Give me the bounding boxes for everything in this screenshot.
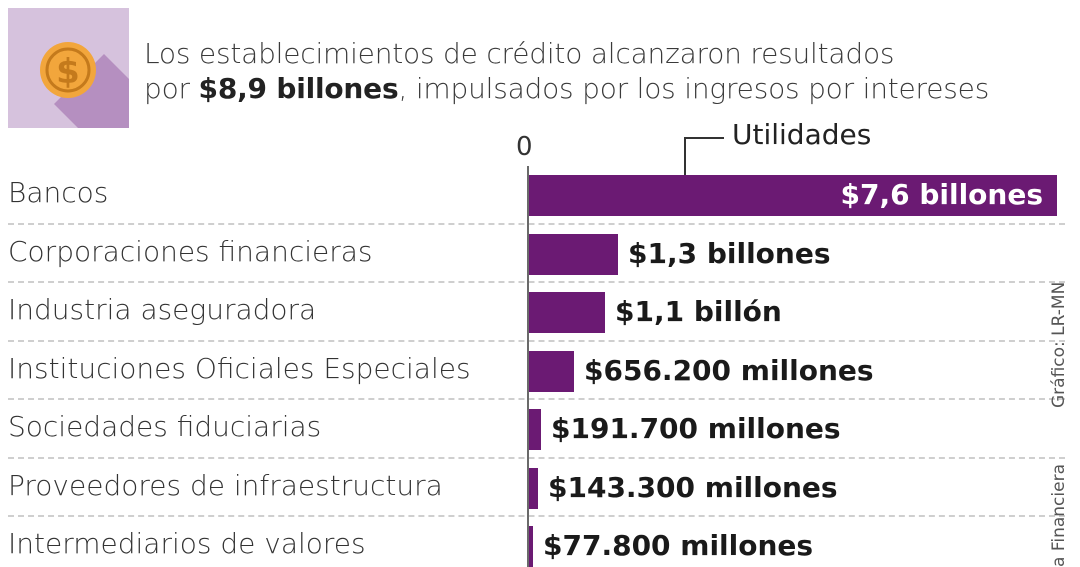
row-separator [8,281,1065,283]
coin-graphic: $ [40,42,129,128]
bar [528,175,1057,216]
bar [528,409,541,450]
value-label: $1,1 billón [615,295,782,328]
legend-leader-horizontal [684,137,724,139]
value-label: $7,6 billones [840,178,1044,211]
bar [528,467,538,509]
headline-suffix: , impulsados por los ingresos por intere… [398,72,990,105]
coin-symbol: $ [56,52,80,92]
headline-prefix: por [144,72,199,105]
value-label: $656.200 millones [584,353,874,387]
row-separator [8,339,1065,342]
legend-series-label: Utilidades [732,118,872,151]
category-label: Intermediarios de valores [8,527,366,560]
row-separator [8,515,1065,517]
value-label: $1,3 billones [628,236,831,270]
category-label: Industria aseguradora [8,293,317,326]
category-label: Instituciones Oficiales Especiales [8,351,471,385]
value-label: $143.300 millones [548,470,838,504]
dollar-coin-icon: $ [8,8,129,128]
row-separator [8,222,1065,225]
category-label: Proveedores de infraestructura [8,468,443,502]
value-label: $77.800 millones [543,529,814,562]
bar [528,233,618,275]
chart-credit: Gráfico: LR-MN [1049,281,1069,408]
headline-line-1: Los establecimientos de crédito alcanzar… [144,37,895,70]
bar [528,292,605,333]
value-label: $191.700 millones [551,412,841,445]
category-label: Sociedades fiduciarias [8,410,322,443]
headline-line-2: por $8,9 billones, impulsados por los in… [144,71,1044,106]
source-credit: a Financiera [1049,464,1069,567]
category-label: Corporaciones financieras [8,234,373,268]
zero-axis-line [527,166,529,567]
coin-inner-ring [45,47,91,93]
bar [528,350,574,392]
headline-total: $8,9 billones [198,72,399,105]
bar [528,526,533,567]
legend-leader-vertical [684,137,686,183]
headline: Los establecimientos de crédito alcanzar… [144,36,1044,106]
coin-shadow [54,54,129,128]
row-separator [8,456,1065,459]
category-label: Bancos [8,176,109,209]
row-separator [8,398,1065,400]
axis-zero-label: 0 [516,132,533,162]
